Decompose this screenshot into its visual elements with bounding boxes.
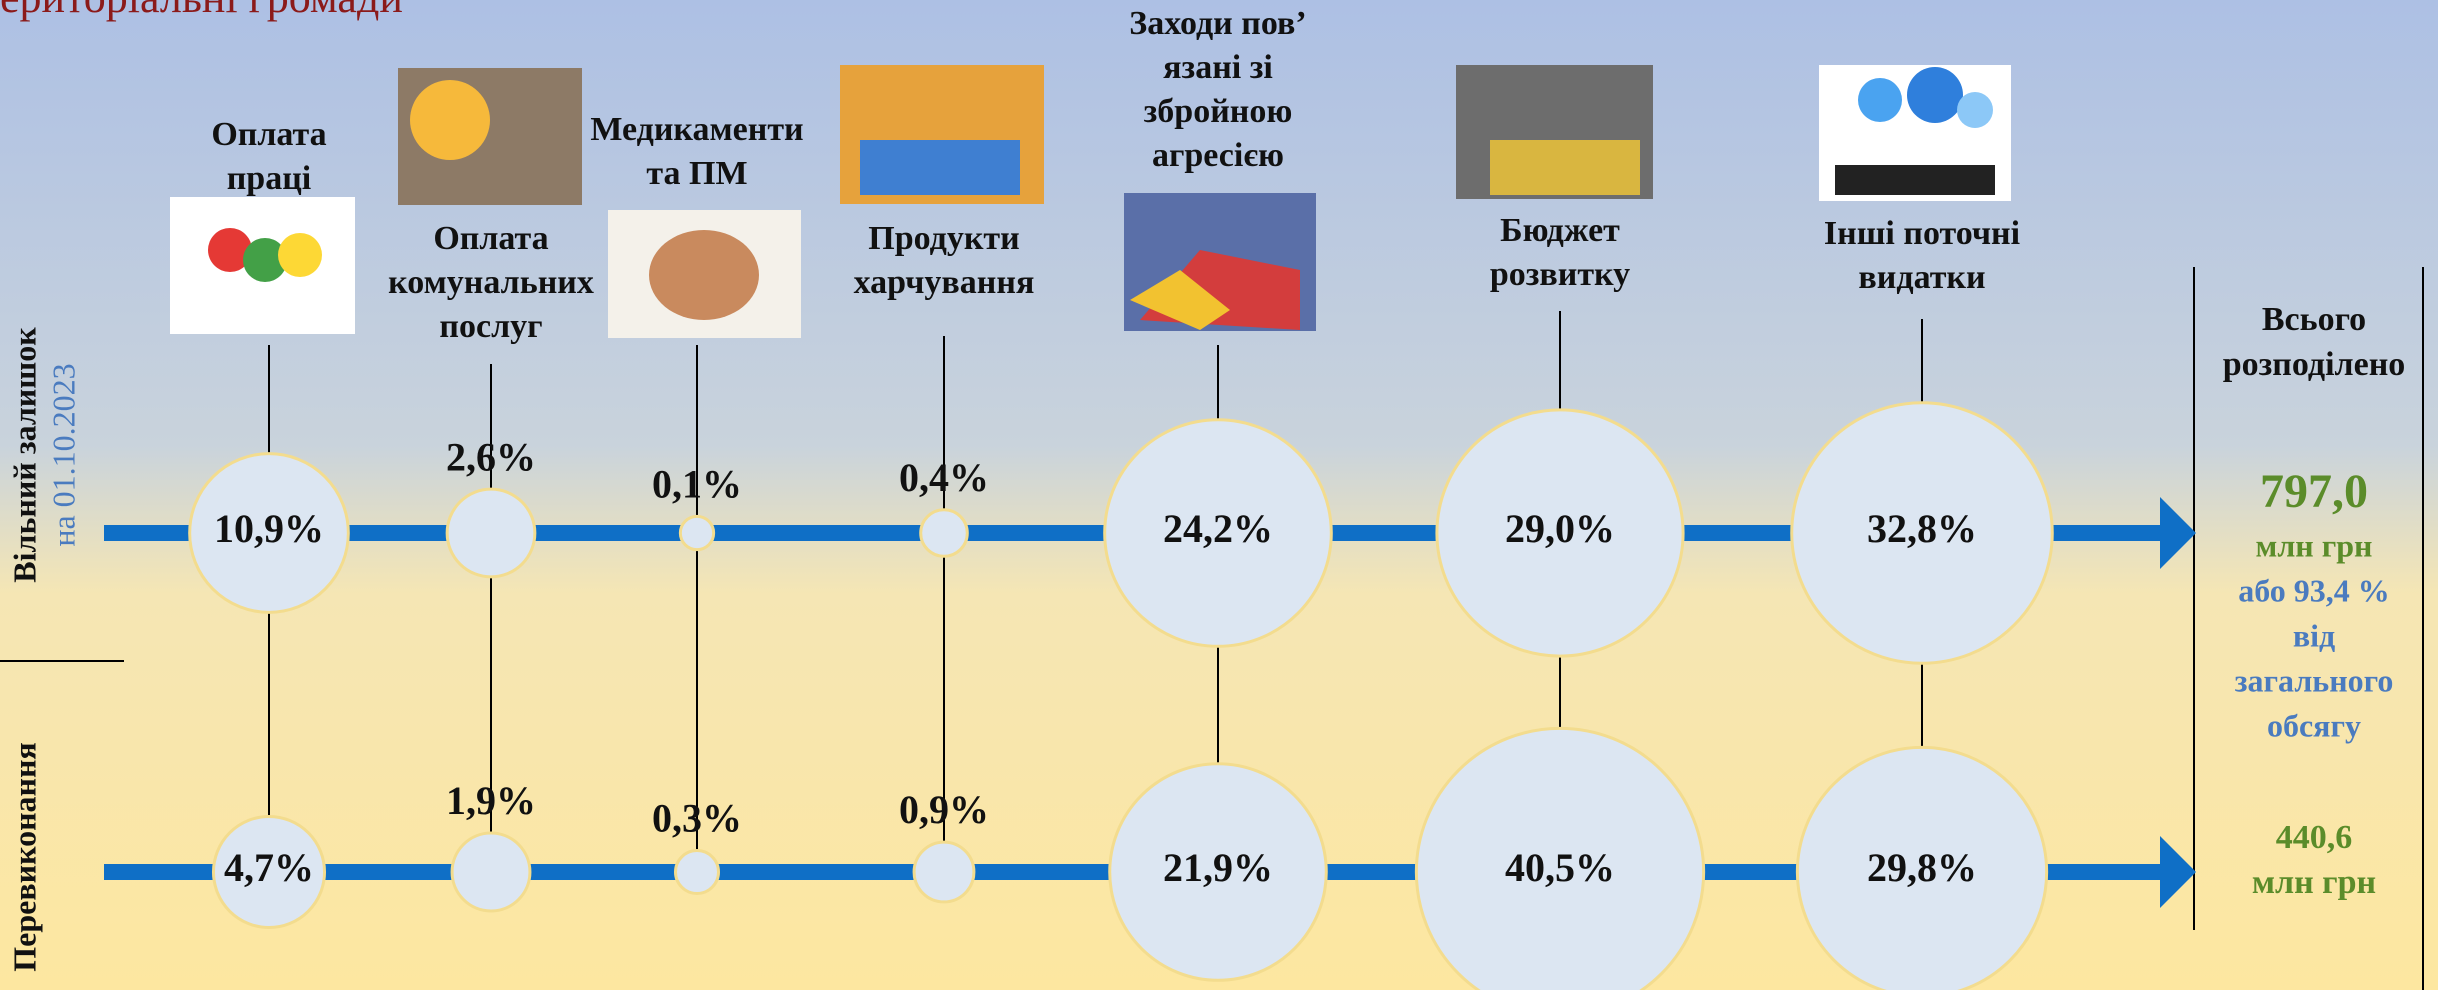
bubble (447, 489, 535, 577)
value-label: 4,7% (224, 845, 314, 890)
category-label: видатки (1858, 259, 1985, 296)
totals-heading: розподілено (2223, 346, 2406, 383)
category-label: комунальних (388, 264, 594, 301)
picture (1490, 140, 1640, 195)
value-label: 0,3% (652, 796, 742, 841)
bubble (921, 510, 968, 557)
category-label: та ПМ (646, 155, 747, 192)
category-label: Заходи пов’ (1129, 5, 1306, 42)
total-unit: млн грн (2252, 864, 2376, 901)
value-label: 29,0% (1505, 506, 1615, 551)
page: {"chart_data": { "type": "bubble", "titl… (0, 0, 2438, 990)
picture (1835, 165, 1995, 195)
picture (1907, 67, 1963, 123)
category-label: язані зі (1163, 49, 1273, 86)
category-label: Бюджет (1500, 212, 1620, 249)
value-label: 10,9% (214, 506, 324, 551)
picture (860, 140, 1020, 195)
value-label: 0,4% (899, 455, 989, 500)
total-share: обсягу (2267, 707, 2361, 743)
category-label: харчування (854, 264, 1035, 301)
bubble (452, 833, 530, 911)
value-label: 24,2% (1163, 506, 1273, 551)
value-label: 40,5% (1505, 845, 1615, 890)
category-label: Медикаменти (590, 111, 803, 148)
value-label: 2,6% (446, 434, 536, 479)
total-share: загального (2235, 662, 2394, 698)
category-label: агресією (1152, 137, 1284, 174)
picture (410, 80, 490, 160)
category-label: Оплата (433, 220, 548, 257)
total-amount: 797,0 (2260, 465, 2368, 518)
total-unit: млн грн (2256, 527, 2373, 563)
picture (1858, 78, 1902, 122)
category-label: Оплата (211, 116, 326, 153)
bubble (680, 516, 713, 549)
title: ериторіальні громади (0, 0, 403, 22)
row-label: Перевиконання (6, 742, 42, 971)
category-label: збройною (1144, 93, 1293, 130)
category-label: Продукти (868, 220, 1019, 257)
picture (1957, 92, 1993, 128)
category-label: послуг (439, 308, 542, 345)
chart: ериторіальні громади Оплата праці Оплата ко… (0, 0, 2438, 990)
value-label: 1,9% (446, 778, 536, 823)
category-label: Інші поточні (1824, 215, 2020, 252)
bubble (675, 850, 718, 893)
value-label: 29,8% (1867, 845, 1977, 890)
category-label: розвитку (1490, 256, 1630, 293)
total-share: або 93,4 % (2238, 572, 2390, 608)
value-label: 21,9% (1163, 845, 1273, 890)
total-amount: 440,6 (2276, 819, 2353, 856)
value-label: 32,8% (1867, 506, 1977, 551)
value-label: 0,1% (652, 462, 742, 507)
row-label: Вільний залишок (6, 327, 42, 583)
category-label: праці (227, 160, 312, 197)
totals-heading: Всього (2262, 301, 2366, 338)
picture (649, 230, 759, 320)
value-label: 0,9% (899, 787, 989, 832)
total-share: від (2293, 617, 2335, 653)
picture (278, 233, 322, 277)
bubble (914, 842, 974, 902)
row-note: на 01.10.2023 (45, 363, 81, 546)
